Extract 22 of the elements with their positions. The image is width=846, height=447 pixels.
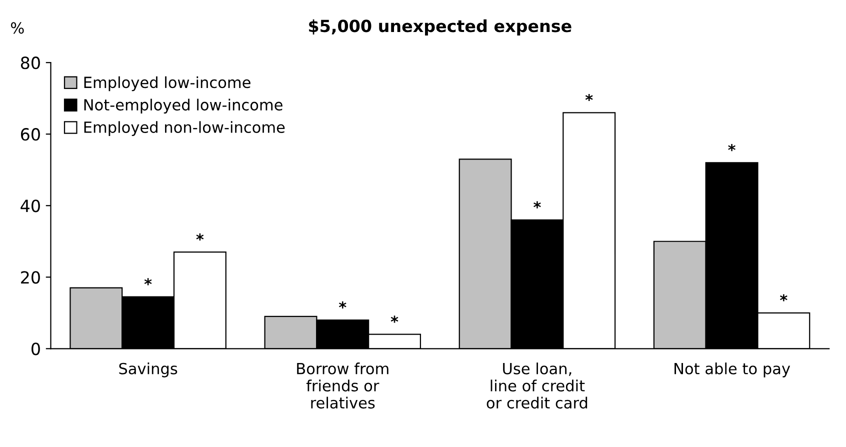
data-label: * [585, 94, 593, 102]
legend-label: Employed non-low-income [84, 121, 285, 136]
x-tick-label: Use loan, line of credit or credit card [486, 362, 588, 409]
y-tick-label: 60 [20, 128, 40, 141]
data-label: * [144, 278, 152, 286]
y-axis-title: % [10, 22, 24, 34]
data-label: * [728, 144, 736, 152]
x-tick-label: Savings [119, 362, 178, 378]
x-tick-label: Not able to pay [674, 362, 790, 378]
data-label: * [196, 233, 204, 241]
y-tick-label: 0 [32, 342, 40, 356]
data-label: * [338, 301, 346, 308]
y-tick-label: 20 [21, 271, 40, 284]
data-label: * [780, 294, 788, 302]
y-tick-label: 80 [20, 56, 40, 70]
data-label: * [534, 201, 541, 208]
y-tick-label: 40 [20, 200, 40, 212]
legend-label: Not-employed low-income [84, 98, 282, 114]
x-tick-label: Borrow from friends or relatives [297, 362, 388, 409]
data-label: * [390, 316, 398, 323]
chart-title: $5,000 unexpected expense [309, 19, 572, 36]
legend-label: Employed low-income [84, 76, 250, 92]
